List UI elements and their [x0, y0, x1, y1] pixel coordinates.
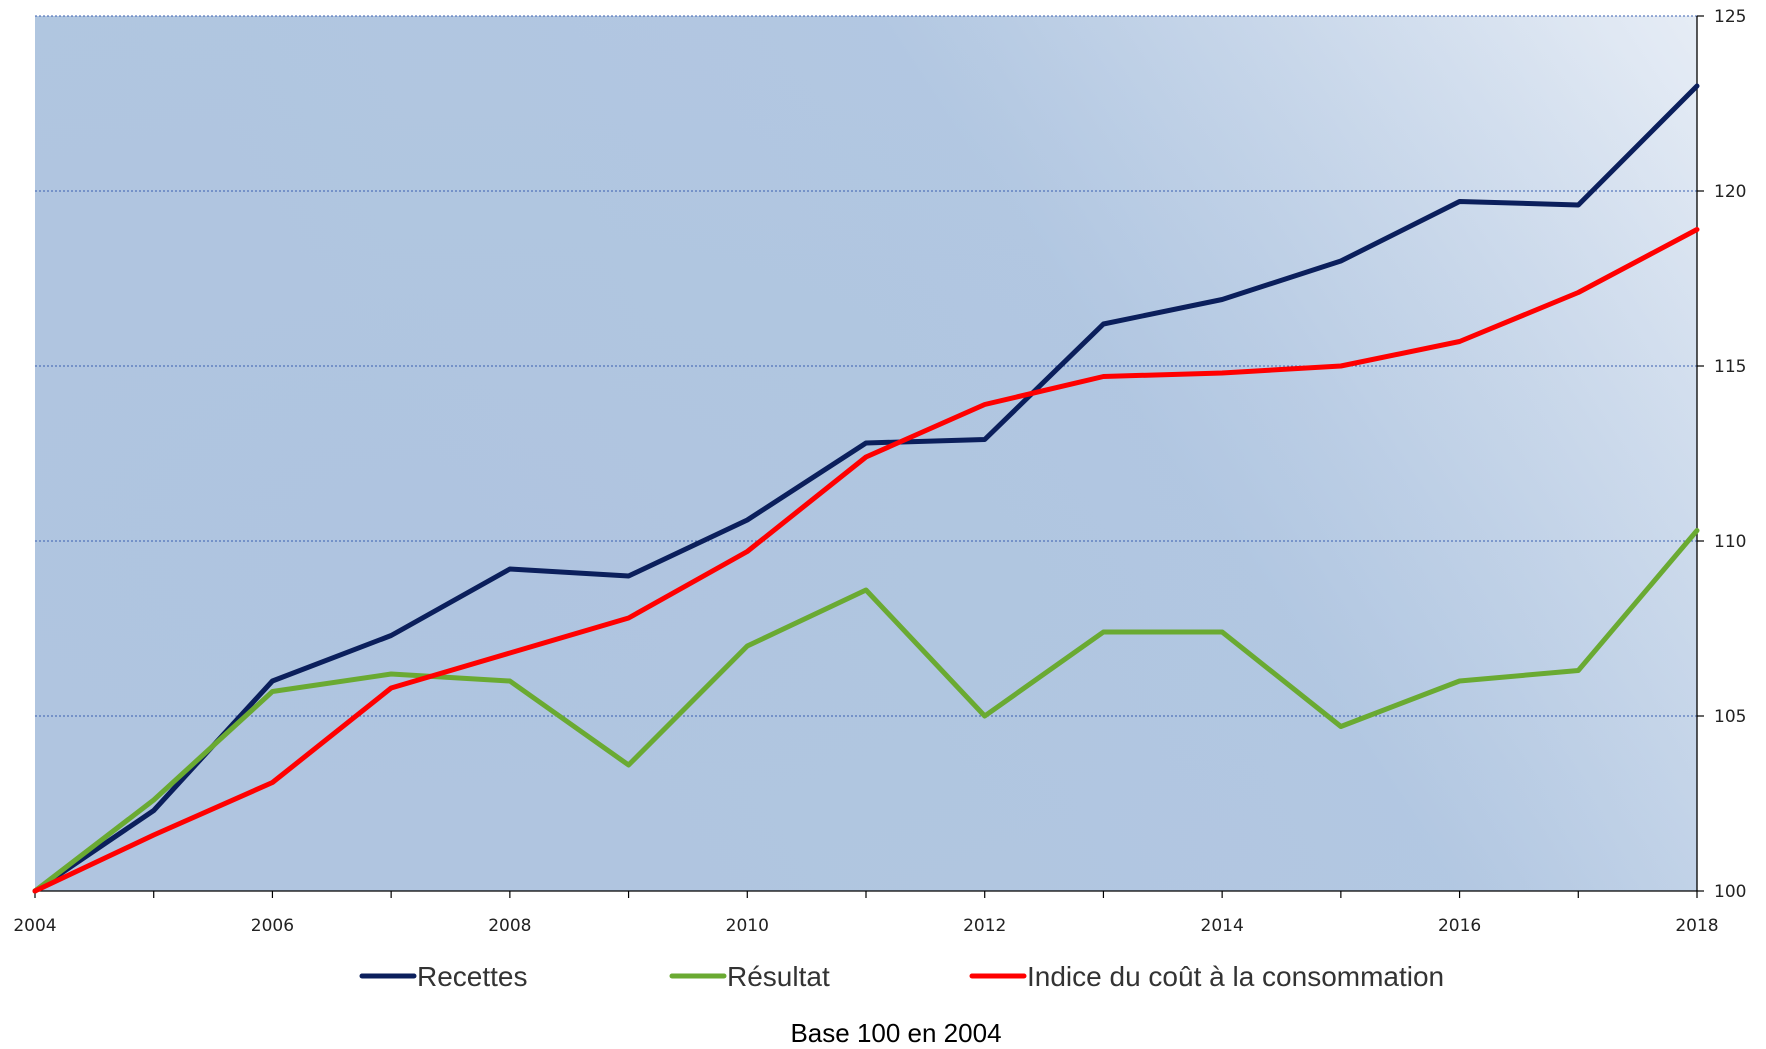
- y-tick-label-105: 105: [1714, 707, 1746, 727]
- series-line-2: [32, 227, 1700, 894]
- x-tick-label-2010: 2010: [726, 916, 769, 936]
- x-tick-label-2008: 2008: [488, 916, 531, 936]
- y-tick-labels: 100 105 110 115 120 125: [1714, 7, 1746, 902]
- x-tick-labels: 2004 2006 2008 2010 2012 2014 2016 2018: [13, 916, 1718, 936]
- legend: Recettes Résultat Indice du coût à la cons…: [359, 961, 1444, 992]
- y-tick-label-125: 125: [1714, 7, 1746, 27]
- series-line-0: [32, 83, 1700, 894]
- legend-label-1: Résultat: [727, 961, 830, 992]
- series-line-1: [32, 528, 1700, 894]
- series-lines: [32, 83, 1700, 894]
- gridlines: [35, 15, 1697, 717]
- x-tick-label-2006: 2006: [251, 916, 294, 936]
- y-tick-label-120: 120: [1714, 182, 1746, 202]
- x-tick-label-2012: 2012: [963, 916, 1006, 936]
- chart-caption: Base 100 en 2004: [790, 1018, 1001, 1048]
- plot-area: [35, 16, 1697, 891]
- y-tick-label-100: 100: [1714, 882, 1746, 902]
- x-tick-label-2014: 2014: [1201, 916, 1244, 936]
- plot-background-shade: [35, 16, 1697, 891]
- y-tick-label-115: 115: [1714, 357, 1746, 377]
- x-tick-label-2016: 2016: [1438, 916, 1481, 936]
- axes: [34, 15, 1704, 898]
- legend-label-0: Recettes: [417, 961, 528, 992]
- y-tick-label-110: 110: [1714, 532, 1746, 552]
- x-tick-label-2004: 2004: [13, 916, 56, 936]
- legend-label-2: Indice du coût à la consommation: [1027, 961, 1444, 992]
- x-tick-label-2018: 2018: [1675, 916, 1718, 936]
